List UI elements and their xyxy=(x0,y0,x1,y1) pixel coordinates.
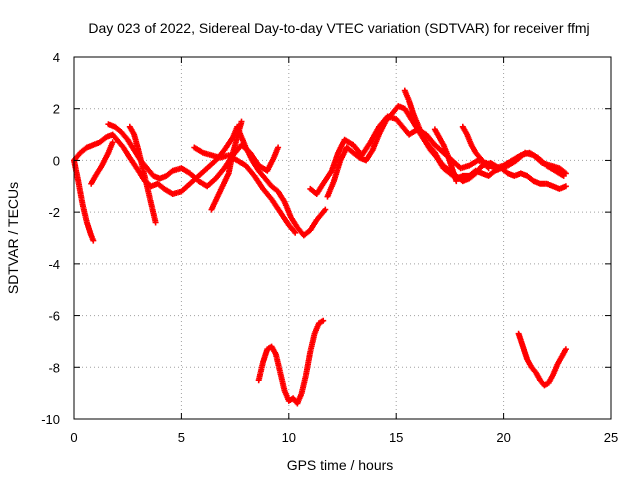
data-point-markers xyxy=(191,144,299,236)
plot-frame xyxy=(73,56,612,420)
chart-title: Day 023 of 2022, Sidereal Day-to-day VTE… xyxy=(88,20,589,36)
series-sat-e xyxy=(126,123,159,226)
x-axis-label: GPS time / hours xyxy=(287,457,394,473)
series-sat-l xyxy=(431,126,460,185)
x-tick-label: 10 xyxy=(282,430,296,445)
series-layer xyxy=(71,87,569,407)
data-point-markers xyxy=(208,118,245,213)
y-axis-label: SDTVAR / TECUs xyxy=(5,182,21,294)
data-point-markers xyxy=(71,157,97,244)
x-tick-label: 20 xyxy=(496,430,510,445)
y-tick-label: 2 xyxy=(53,102,60,117)
data-point-markers xyxy=(515,330,569,389)
y-tick-label: 0 xyxy=(53,153,60,168)
x-tick-label: 25 xyxy=(604,430,618,445)
y-tick-label: -10 xyxy=(41,412,60,427)
data-point-markers xyxy=(459,123,492,172)
series-sat-a xyxy=(71,157,97,244)
y-tick-label: 4 xyxy=(53,50,60,65)
data-point-markers xyxy=(126,123,159,226)
series-sat-n xyxy=(515,330,569,389)
x-tick-label: 0 xyxy=(70,430,77,445)
x-tick-label: 5 xyxy=(178,430,185,445)
series-sat-c xyxy=(88,139,116,187)
y-tick-label: -8 xyxy=(48,360,60,375)
x-tick-label: 15 xyxy=(389,430,403,445)
y-tick-label: -2 xyxy=(48,205,60,220)
series-sat-g xyxy=(191,144,299,236)
y-tick-label: -6 xyxy=(48,309,60,324)
data-point-markers xyxy=(431,126,460,185)
series-sat-k xyxy=(459,123,492,172)
data-point-markers xyxy=(255,317,327,407)
series-sat-m xyxy=(255,317,327,407)
series-sat-f xyxy=(208,118,245,213)
y-tick-label: -4 xyxy=(48,257,60,272)
data-point-markers xyxy=(88,139,116,187)
